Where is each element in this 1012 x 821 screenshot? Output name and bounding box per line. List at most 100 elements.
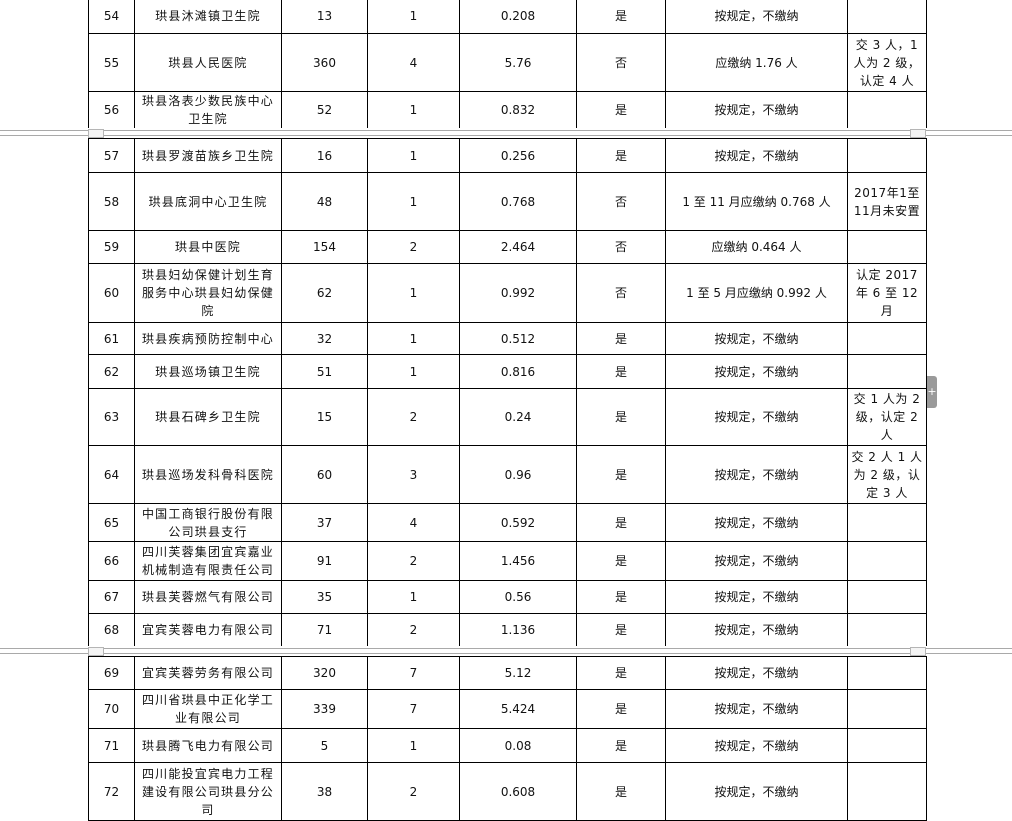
cell-no: 63 bbox=[88, 388, 135, 446]
cell-e: 按规定，不缴纳 bbox=[665, 91, 848, 129]
cell-b: 2 bbox=[367, 541, 460, 581]
table-row: 60 珙县妇幼保健计划生育服务中心珙县妇幼保健院 62 1 0.992 否 1 至 5 月应… bbox=[88, 263, 927, 323]
cell-d: 是 bbox=[576, 689, 666, 729]
cell-d: 是 bbox=[576, 91, 666, 129]
cell-b: 1 bbox=[367, 138, 460, 173]
cell-name: 珙县石碑乡卫生院 bbox=[134, 388, 282, 446]
cell-f bbox=[847, 762, 927, 821]
cell-f: 交 2 人 1 人为 2 级，认定 3 人 bbox=[847, 445, 927, 504]
cell-name: 珙县妇幼保健计划生育服务中心珙县妇幼保健院 bbox=[134, 263, 282, 323]
cell-f bbox=[847, 0, 927, 34]
cell-a: 38 bbox=[281, 762, 368, 821]
cell-e: 按规定，不缴纳 bbox=[665, 541, 848, 581]
cell-name: 四川省珙县中正化学工业有限公司 bbox=[134, 689, 282, 729]
cell-c: 0.24 bbox=[459, 388, 577, 446]
cell-f: 2017年1至11月未安置 bbox=[847, 172, 927, 231]
cell-no: 61 bbox=[88, 322, 135, 355]
cell-a: 13 bbox=[281, 0, 368, 34]
cell-e: 1 至 11 月应缴纳 0.768 人 bbox=[665, 172, 848, 231]
cell-d: 否 bbox=[576, 263, 666, 323]
cell-name: 珙县沐滩镇卫生院 bbox=[134, 0, 282, 34]
cell-no: 59 bbox=[88, 230, 135, 264]
cell-e: 按规定，不缴纳 bbox=[665, 388, 848, 446]
cell-c: 0.592 bbox=[459, 503, 577, 542]
cell-no: 60 bbox=[88, 263, 135, 323]
cell-d: 是 bbox=[576, 541, 666, 581]
cell-a: 71 bbox=[281, 613, 368, 647]
cell-no: 70 bbox=[88, 689, 135, 729]
cell-name: 珙县洛表少数民族中心卫生院 bbox=[134, 91, 282, 129]
cell-no: 72 bbox=[88, 762, 135, 821]
cell-a: 37 bbox=[281, 503, 368, 542]
cell-f: 交 1 人为 2 级，认定 2 人 bbox=[847, 388, 927, 446]
cell-f bbox=[847, 580, 927, 614]
cell-a: 32 bbox=[281, 322, 368, 355]
cell-e: 按规定，不缴纳 bbox=[665, 445, 848, 504]
cell-f bbox=[847, 322, 927, 355]
cell-name: 珙县巡场镇卫生院 bbox=[134, 354, 282, 389]
cell-name: 珙县巡场发科骨科医院 bbox=[134, 445, 282, 504]
cell-c: 0.08 bbox=[459, 728, 577, 763]
cell-f bbox=[847, 689, 927, 729]
cell-b: 4 bbox=[367, 33, 460, 92]
cell-no: 64 bbox=[88, 445, 135, 504]
table-row: 63 珙县石碑乡卫生院 15 2 0.24 是按规定，不缴纳交 1 人为 2 级，认定 2… bbox=[88, 388, 927, 446]
cell-c: 5.424 bbox=[459, 689, 577, 729]
cell-b: 3 bbox=[367, 445, 460, 504]
cell-d: 是 bbox=[576, 580, 666, 614]
cell-b: 1 bbox=[367, 263, 460, 323]
cell-e: 按规定，不缴纳 bbox=[665, 580, 848, 614]
cell-no: 65 bbox=[88, 503, 135, 542]
data-table: 69 宜宾芙蓉劳务有限公司 320 7 5.12 是按规定，不缴纳 70 四川省珙县中正化学工… bbox=[88, 656, 927, 821]
cell-no: 66 bbox=[88, 541, 135, 581]
cell-e: 按规定，不缴纳 bbox=[665, 0, 848, 34]
cell-b: 1 bbox=[367, 580, 460, 614]
cell-no: 69 bbox=[88, 656, 135, 690]
cell-b: 1 bbox=[367, 91, 460, 129]
page-2-table: 57 珙县罗渡苗族乡卫生院 16 1 0.256 是按规定，不缴纳 58 珙县底洞中心卫生院 4… bbox=[88, 138, 927, 647]
table-row: 68 宜宾芙蓉电力有限公司 71 2 1.136 是按规定，不缴纳 bbox=[88, 613, 927, 647]
cell-name: 宜宾芙蓉劳务有限公司 bbox=[134, 656, 282, 690]
cell-b: 1 bbox=[367, 354, 460, 389]
cell-no: 68 bbox=[88, 613, 135, 647]
table-row: 55 珙县人民医院 360 4 5.76 否应缴纳 1.76 人交 3 人，1 人为 2 … bbox=[88, 33, 927, 92]
cell-f bbox=[847, 613, 927, 647]
cell-e: 按规定，不缴纳 bbox=[665, 613, 848, 647]
cell-a: 339 bbox=[281, 689, 368, 729]
cell-e: 按规定，不缴纳 bbox=[665, 354, 848, 389]
table-row: 54 珙县沐滩镇卫生院 13 1 0.208 是按规定，不缴纳 bbox=[88, 0, 927, 34]
cell-f bbox=[847, 91, 927, 129]
page-break bbox=[0, 646, 1012, 656]
cell-name: 宜宾芙蓉电力有限公司 bbox=[134, 613, 282, 647]
cell-e: 按规定，不缴纳 bbox=[665, 689, 848, 729]
cell-c: 1.136 bbox=[459, 613, 577, 647]
table-row: 56 珙县洛表少数民族中心卫生院 52 1 0.832 是按规定，不缴纳 bbox=[88, 91, 927, 129]
table-row: 61 珙县疾病预防控制中心 32 1 0.512 是按规定，不缴纳 bbox=[88, 322, 927, 355]
cell-c: 0.56 bbox=[459, 580, 577, 614]
cell-a: 60 bbox=[281, 445, 368, 504]
table-row: 70 四川省珙县中正化学工业有限公司 339 7 5.424 是按规定，不缴纳 bbox=[88, 689, 927, 729]
cell-name: 珙县底洞中心卫生院 bbox=[134, 172, 282, 231]
cell-d: 是 bbox=[576, 445, 666, 504]
cell-a: 154 bbox=[281, 230, 368, 264]
cell-no: 54 bbox=[88, 0, 135, 34]
cell-c: 5.12 bbox=[459, 656, 577, 690]
cell-a: 320 bbox=[281, 656, 368, 690]
cell-e: 应缴纳 1.76 人 bbox=[665, 33, 848, 92]
cell-d: 是 bbox=[576, 322, 666, 355]
cell-d: 是 bbox=[576, 138, 666, 173]
cell-d: 是 bbox=[576, 354, 666, 389]
cell-e: 按规定，不缴纳 bbox=[665, 728, 848, 763]
cell-a: 360 bbox=[281, 33, 368, 92]
cell-c: 0.208 bbox=[459, 0, 577, 34]
cell-d: 否 bbox=[576, 33, 666, 92]
cell-b: 2 bbox=[367, 613, 460, 647]
plus-icon[interactable]: + bbox=[927, 376, 937, 408]
table-row: 62 珙县巡场镇卫生院 51 1 0.816 是按规定，不缴纳 bbox=[88, 354, 927, 389]
cell-b: 4 bbox=[367, 503, 460, 542]
cell-no: 57 bbox=[88, 138, 135, 173]
cell-b: 7 bbox=[367, 689, 460, 729]
cell-b: 2 bbox=[367, 230, 460, 264]
cell-d: 是 bbox=[576, 0, 666, 34]
